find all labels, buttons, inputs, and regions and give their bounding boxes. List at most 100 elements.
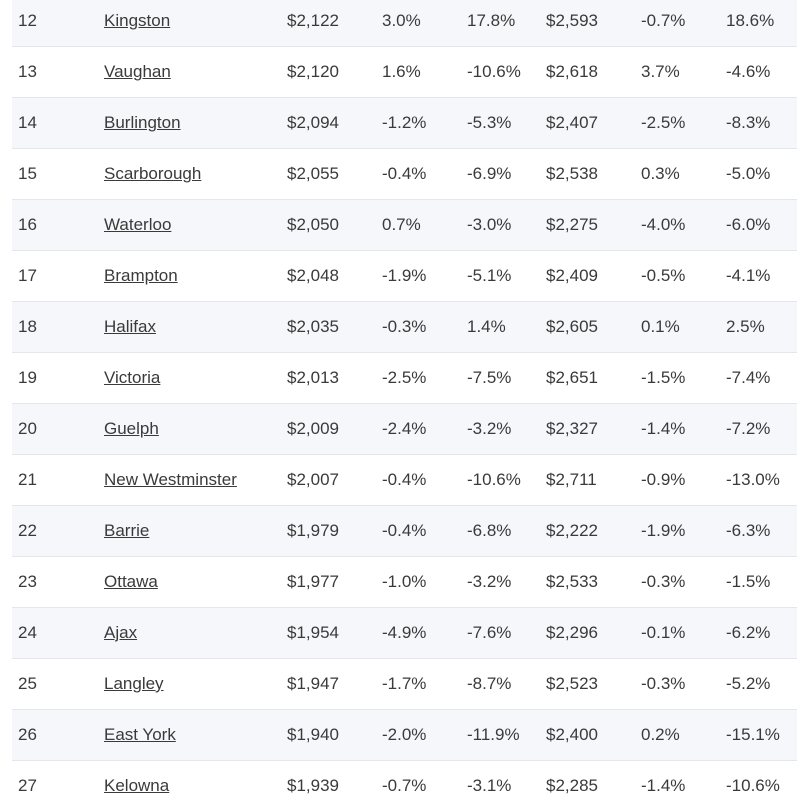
rank-cell: 27 bbox=[18, 776, 37, 795]
monthly-change-cell: -2.0% bbox=[382, 725, 427, 744]
rank-cell: 19 bbox=[18, 368, 37, 387]
city-cell: Scarborough bbox=[104, 149, 201, 199]
rent-2br-cell: $2,407 bbox=[546, 113, 598, 132]
city-link[interactable]: Guelph bbox=[104, 419, 159, 438]
monthly-change-cell: -4.9% bbox=[382, 623, 427, 642]
city-link[interactable]: Ottawa bbox=[104, 572, 158, 591]
yearly-change-cell: -5.1% bbox=[467, 266, 512, 285]
rent-cell: $2,048 bbox=[287, 266, 339, 285]
yearly-change-2br-cell: -5.2% bbox=[726, 674, 771, 693]
rank-cell: 12 bbox=[18, 11, 37, 30]
monthly-change-2br-cell: -0.1% bbox=[641, 623, 686, 642]
monthly-change-cell: -0.4% bbox=[382, 521, 427, 540]
rent-cell: $2,094 bbox=[287, 113, 339, 132]
city-link[interactable]: East York bbox=[104, 725, 176, 744]
rent-cell: $1,979 bbox=[287, 521, 339, 540]
rent-2br-cell: $2,296 bbox=[546, 623, 598, 642]
monthly-change-cell: -0.4% bbox=[382, 164, 427, 183]
yearly-change-2br-cell: -8.3% bbox=[726, 113, 771, 132]
monthly-change-cell: -1.2% bbox=[382, 113, 427, 132]
yearly-change-cell: -3.2% bbox=[467, 572, 512, 591]
rent-2br-cell: $2,605 bbox=[546, 317, 598, 336]
city-link[interactable]: Waterloo bbox=[104, 215, 172, 234]
monthly-change-2br-cell: -0.3% bbox=[641, 674, 686, 693]
rank-cell: 20 bbox=[18, 419, 37, 438]
yearly-change-cell: 1.4% bbox=[467, 317, 506, 336]
rent-cell: $2,120 bbox=[287, 62, 339, 81]
monthly-change-2br-cell: -0.7% bbox=[641, 11, 686, 30]
city-cell: Ottawa bbox=[104, 557, 158, 607]
rank-cell: 22 bbox=[18, 521, 37, 540]
table-row: 13 Vaughan $2,120 1.6% -10.6% $2,618 3.7% -4.6% bbox=[12, 47, 797, 98]
rank-cell: 16 bbox=[18, 215, 37, 234]
yearly-change-cell: -10.6% bbox=[467, 62, 521, 81]
city-cell: Guelph bbox=[104, 404, 159, 454]
rent-2br-cell: $2,593 bbox=[546, 11, 598, 30]
city-link[interactable]: Ajax bbox=[104, 623, 138, 642]
rent-cell: $2,035 bbox=[287, 317, 339, 336]
rent-cell: $2,009 bbox=[287, 419, 339, 438]
city-link[interactable]: Kelowna bbox=[104, 776, 170, 795]
yearly-change-cell: -6.9% bbox=[467, 164, 512, 183]
monthly-change-2br-cell: -1.4% bbox=[641, 776, 686, 795]
yearly-change-cell: -7.5% bbox=[467, 368, 512, 387]
city-link[interactable]: New Westminster bbox=[104, 470, 237, 489]
table-row: 16 Waterloo $2,050 0.7% -3.0% $2,275 -4.0% -6.0… bbox=[12, 200, 797, 251]
city-link[interactable]: Burlington bbox=[104, 113, 181, 132]
city-link[interactable]: Halifax bbox=[104, 317, 156, 336]
table-row: 21 New Westminster $2,007 -0.4% -10.6% $2,711… bbox=[12, 455, 797, 506]
yearly-change-2br-cell: -7.4% bbox=[726, 368, 771, 387]
rent-2br-cell: $2,533 bbox=[546, 572, 598, 591]
monthly-change-cell: -0.7% bbox=[382, 776, 427, 795]
yearly-change-2br-cell: -13.0% bbox=[726, 470, 780, 489]
rank-cell: 23 bbox=[18, 572, 37, 591]
city-link[interactable]: Vaughan bbox=[104, 62, 171, 81]
yearly-change-2br-cell: -6.0% bbox=[726, 215, 771, 234]
yearly-change-cell: -11.9% bbox=[467, 725, 520, 744]
monthly-change-cell: -1.9% bbox=[382, 266, 427, 285]
table-row: 19 Victoria $2,013 -2.5% -7.5% $2,651 -1.5% -7.… bbox=[12, 353, 797, 404]
yearly-change-2br-cell: -1.5% bbox=[726, 572, 771, 591]
city-cell: Kingston bbox=[104, 0, 170, 46]
rent-cell: $2,013 bbox=[287, 368, 339, 387]
city-link[interactable]: Scarborough bbox=[104, 164, 202, 183]
rent-2br-cell: $2,618 bbox=[546, 62, 598, 81]
city-link[interactable]: Kingston bbox=[104, 11, 171, 30]
table-row: 14 Burlington $2,094 -1.2% -5.3% $2,407 -2.5% -… bbox=[12, 98, 797, 149]
city-link[interactable]: Victoria bbox=[104, 368, 161, 387]
yearly-change-2br-cell: 2.5% bbox=[726, 317, 765, 336]
monthly-change-2br-cell: 0.2% bbox=[641, 725, 680, 744]
yearly-change-cell: 17.8% bbox=[467, 11, 516, 30]
city-link[interactable]: Langley bbox=[104, 674, 164, 693]
city-link[interactable]: Brampton bbox=[104, 266, 178, 285]
city-link[interactable]: Barrie bbox=[104, 521, 150, 540]
yearly-change-2br-cell: -7.2% bbox=[726, 419, 771, 438]
yearly-change-cell: -5.3% bbox=[467, 113, 512, 132]
yearly-change-2br-cell: -6.2% bbox=[726, 623, 771, 642]
monthly-change-2br-cell: -0.5% bbox=[641, 266, 686, 285]
monthly-change-2br-cell: 0.3% bbox=[641, 164, 680, 183]
city-cell: Kelowna bbox=[104, 761, 169, 797]
rank-cell: 17 bbox=[18, 266, 37, 285]
table-row: 27 Kelowna $1,939 -0.7% -3.1% $2,285 -1.4% -10.… bbox=[12, 761, 797, 797]
city-cell: Langley bbox=[104, 659, 164, 709]
yearly-change-2br-cell: -4.6% bbox=[726, 62, 771, 81]
yearly-change-cell: -7.6% bbox=[467, 623, 512, 642]
monthly-change-2br-cell: -1.9% bbox=[641, 521, 686, 540]
rent-cell: $1,947 bbox=[287, 674, 339, 693]
monthly-change-2br-cell: 3.7% bbox=[641, 62, 680, 81]
city-cell: Waterloo bbox=[104, 200, 171, 250]
monthly-change-cell: -2.4% bbox=[382, 419, 427, 438]
monthly-change-cell: 1.6% bbox=[382, 62, 421, 81]
rent-table: 12 Kingston $2,122 3.0% 17.8% $2,593 -0.7% 18.6… bbox=[12, 0, 797, 797]
rent-cell: $2,122 bbox=[287, 11, 339, 30]
yearly-change-2br-cell: -15.1% bbox=[726, 725, 780, 744]
rent-cell: $2,007 bbox=[287, 470, 339, 489]
yearly-change-2br-cell: -6.3% bbox=[726, 521, 771, 540]
table-row: 12 Kingston $2,122 3.0% 17.8% $2,593 -0.7% 18.6… bbox=[12, 0, 797, 47]
yearly-change-cell: -3.1% bbox=[467, 776, 512, 795]
monthly-change-cell: -2.5% bbox=[382, 368, 427, 387]
rent-cell: $1,954 bbox=[287, 623, 339, 642]
rank-cell: 21 bbox=[18, 470, 37, 489]
